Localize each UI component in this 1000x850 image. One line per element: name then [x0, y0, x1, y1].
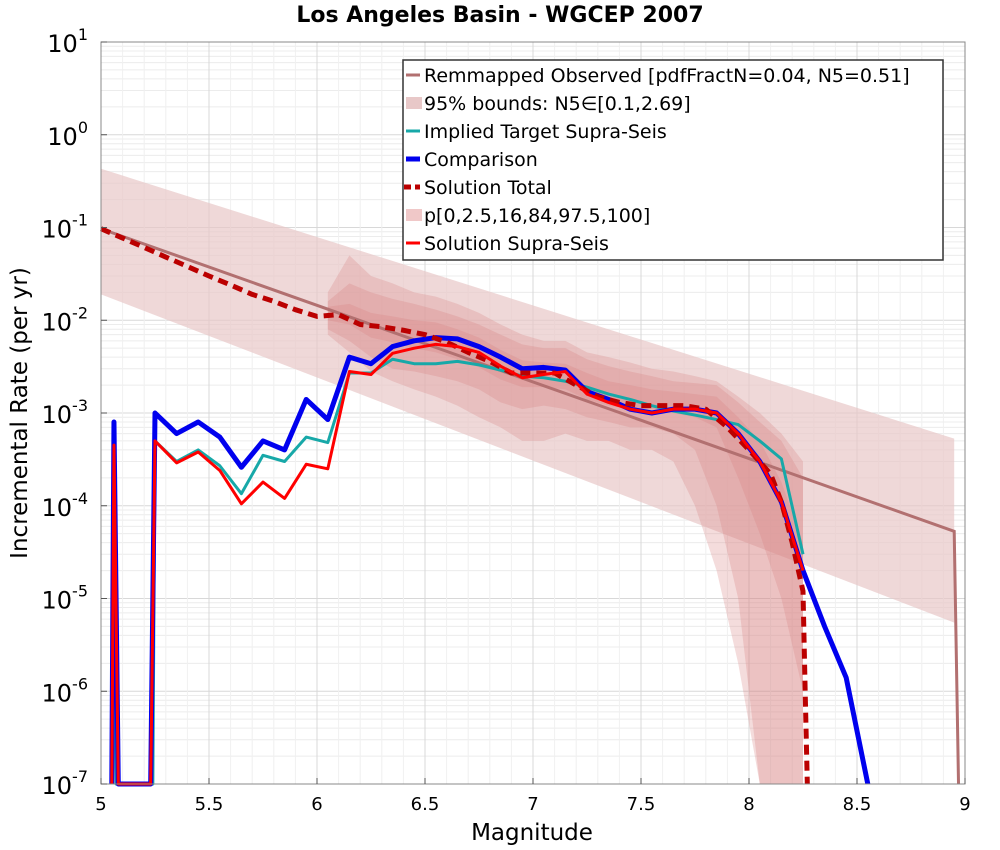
legend-item: Comparison: [406, 149, 538, 171]
y-tick-label: 10-3: [42, 396, 89, 429]
x-tick-label: 7: [527, 794, 538, 815]
legend-label: Solution Total: [424, 177, 552, 199]
series-lines: [100, 226, 961, 787]
chart-title: Los Angeles Basin - WGCEP 2007: [296, 3, 703, 28]
x-axis-ticks: 5 5.5 6 6.5 7 7.5 8 8.5 9: [95, 778, 971, 815]
legend-label: Solution Supra-Seis: [424, 233, 609, 255]
percentile-band-2: [327, 303, 803, 692]
y-axis-label: Incremental Rate (per yr): [7, 267, 33, 559]
x-tick-label: 5.5: [195, 794, 224, 815]
x-tick-label: 6: [311, 794, 322, 815]
legend-item: Solution Supra-Seis: [406, 233, 609, 255]
legend-swatch: [406, 209, 422, 221]
legend: Remmapped Observed [pdfFractN=0.04, N5=0…: [402, 59, 944, 261]
x-tick-label: 8.5: [843, 794, 872, 815]
percentile-band-0: [327, 255, 803, 784]
legend-swatch: [406, 97, 422, 109]
legend-label: 95% bounds: N5∈[0.1,2.69]: [424, 93, 691, 115]
series-line-implied-target-supra-seis: [110, 357, 805, 786]
series-line-solution-supra-seis: [110, 342, 805, 786]
x-axis-label: Magnitude: [471, 820, 593, 846]
x-tick-label: 7.5: [627, 794, 656, 815]
legend-label: Remmapped Observed [pdfFractN=0.04, N5=0…: [424, 65, 910, 87]
bounds95-band: [101, 168, 955, 623]
legend-item: 95% bounds: N5∈[0.1,2.69]: [406, 93, 691, 115]
legend-item: Remmapped Observed [pdfFractN=0.04, N5=0…: [406, 65, 910, 87]
legend-label: p[0,2.5,16,84,97.5,100]: [424, 205, 650, 227]
legend-label: Comparison: [424, 149, 538, 171]
x-tick-label: 6.5: [411, 794, 440, 815]
legend-label: Implied Target Supra-Seis: [424, 121, 667, 143]
x-tick-label: 5: [95, 794, 106, 815]
legend-box: [402, 59, 944, 261]
legend-item: p[0,2.5,16,84,97.5,100]: [406, 205, 650, 227]
legend-item: Solution Total: [404, 177, 552, 199]
legend-item: Implied Target Supra-Seis: [406, 121, 667, 143]
x-tick-label: 8: [743, 794, 754, 815]
x-tick-label: 9: [959, 794, 970, 815]
